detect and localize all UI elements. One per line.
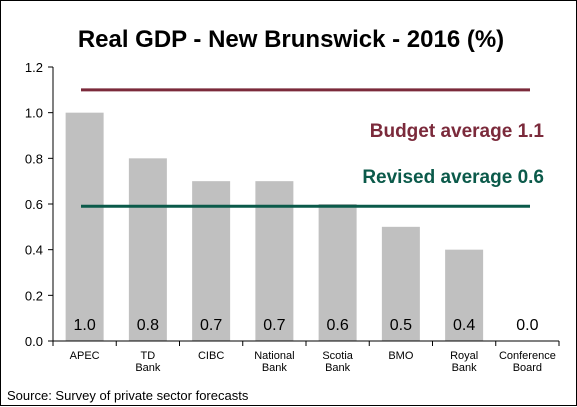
data-label: 0.7 xyxy=(263,317,285,334)
y-tick-label: 0.2 xyxy=(25,288,43,303)
bar xyxy=(445,249,484,341)
y-tick-label: 1.0 xyxy=(25,106,43,121)
x-tick-label: BMO xyxy=(388,350,414,362)
data-label: 0.8 xyxy=(137,317,159,334)
data-label: 0.7 xyxy=(200,317,222,334)
y-tick-label: 0.6 xyxy=(25,197,43,212)
data-label: 0.0 xyxy=(516,317,538,334)
x-tick-label: National Bank xyxy=(254,350,294,374)
bar xyxy=(128,158,167,341)
x-tick-label: TD Bank xyxy=(135,350,161,374)
y-axis: 0.0 0.2 0.4 0.6 0.8 1.0 1.2 xyxy=(25,60,54,349)
data-label: 0.5 xyxy=(390,317,412,334)
bar xyxy=(192,181,231,341)
x-tick-label: APEC xyxy=(70,350,100,362)
data-label: 1.0 xyxy=(74,317,96,334)
x-tick-label: Royal Bank xyxy=(450,350,478,374)
chart-title: Real GDP - New Brunswick - 2016 (%) xyxy=(78,26,504,53)
bar xyxy=(318,204,357,341)
y-tick-label: 0.8 xyxy=(25,151,43,166)
data-label: 0.6 xyxy=(327,317,349,334)
data-labels: 1.0 0.8 0.7 0.7 0.6 0.5 0.4 0.0 xyxy=(74,317,539,334)
y-tick-label: 0.0 xyxy=(25,334,43,349)
bar xyxy=(65,112,104,342)
reference-line-label: Revised average 0.6 xyxy=(362,167,544,188)
reference-lines: Budget average 1.1 Revised average 0.6 xyxy=(81,88,545,208)
bar xyxy=(381,226,420,341)
data-label: 0.4 xyxy=(453,317,475,334)
y-tick-label: 1.2 xyxy=(25,60,43,75)
x-axis: APEC TD Bank CIBC National Bank Scotia Bank BMO R… xyxy=(52,340,560,374)
x-tick-label: Scotia Bank xyxy=(322,350,353,374)
reference-line-label: Budget average 1.1 xyxy=(370,121,545,142)
source-note: Source: Survey of private sector forecas… xyxy=(7,388,249,403)
bar xyxy=(255,181,294,341)
x-tick-label: Conference Board xyxy=(499,350,556,374)
bars xyxy=(65,112,484,342)
x-tick-label: CIBC xyxy=(198,350,224,362)
y-tick-label: 0.4 xyxy=(25,243,43,258)
